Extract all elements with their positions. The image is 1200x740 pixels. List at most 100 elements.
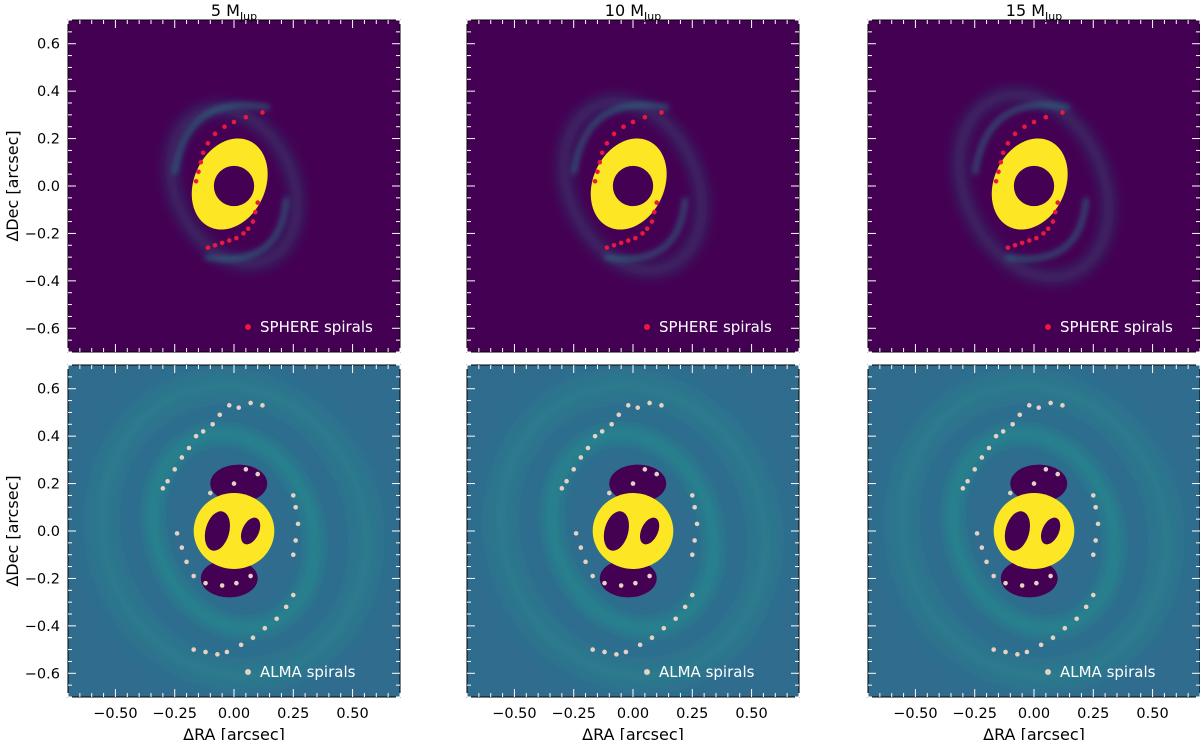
alma-spiral-point (682, 604, 688, 610)
sphere-spiral-point (654, 200, 660, 205)
alma-spiral-point (1093, 504, 1098, 510)
alma-spiral-point (184, 559, 189, 565)
sphere-spiral-point (1045, 226, 1051, 231)
sphere-spiral-point (245, 226, 251, 231)
spiral-glow (954, 89, 1114, 283)
y-tick-label: −0.4 (25, 274, 60, 290)
y-tick-label: 0.0 (37, 524, 60, 540)
spiral-arm-south (205, 197, 289, 262)
alma-spiral-point (1036, 405, 1042, 410)
sphere-spiral-point (642, 114, 648, 120)
alma-spiral-point (972, 467, 978, 472)
y-tick-label: −0.4 (25, 619, 60, 635)
alma-spiral-point (226, 403, 232, 408)
y-tick-label: −0.2 (25, 226, 60, 242)
alma-spiral-point (960, 486, 966, 491)
legend-label: ALMA spirals (260, 663, 356, 681)
sphere-spiral-point (226, 238, 232, 243)
panel-image (868, 365, 1200, 697)
alma-spiral-point (578, 545, 584, 550)
legend: ALMA spirals (245, 663, 356, 681)
inner-blob-east (1040, 517, 1061, 545)
spiral-arm-north (972, 102, 1071, 175)
alma-spiral-point (1090, 592, 1096, 598)
alma-spiral-point (165, 478, 170, 484)
sphere-spiral-point (1034, 235, 1039, 241)
panel-ticks (867, 19, 1200, 353)
sphere-spiral-point (1012, 131, 1018, 137)
legend-label: SPHERE spirals (659, 318, 772, 336)
x-tick-label: 0.50 (735, 706, 767, 722)
alma-spiral-point (974, 531, 980, 536)
sphere-spiral-point (234, 235, 239, 241)
alma-spiral-point (689, 592, 695, 598)
sphere-spiral-point (621, 124, 626, 130)
alma-spiral-point (564, 478, 569, 484)
x-tick-label: 0.25 (277, 706, 309, 722)
alma-spiral-point (1017, 412, 1023, 418)
panel-sphere-3 (867, 19, 1200, 353)
sphere-spiral-point (253, 209, 258, 215)
panel-ticks (466, 364, 800, 698)
alma-spiral-point (248, 573, 253, 579)
alma-spiral-point (635, 405, 641, 410)
alma-spiral-point (295, 521, 301, 527)
alma-spiral-point (585, 445, 591, 451)
panel-image (467, 365, 799, 697)
alma-spiral-point (186, 445, 192, 451)
sphere-spiral-point (212, 242, 218, 248)
dark-lobe-south (599, 559, 657, 598)
alma-spiral-point (1015, 652, 1020, 657)
alma-spiral-point (573, 531, 579, 536)
x-tick-label: −0.25 (952, 706, 996, 722)
alma-spiral-point (203, 580, 208, 586)
legend: ALMA spirals (1045, 663, 1156, 681)
x-axis-label: ΔRA [arcsec] (582, 725, 684, 740)
y-tick-label: 0.6 (37, 382, 60, 398)
sphere-spiral-point (998, 159, 1004, 165)
sphere-spiral-point (1043, 114, 1049, 120)
alma-spiral-point (633, 580, 638, 586)
sphere-spiral-point (1019, 240, 1025, 246)
legend-label: ALMA spirals (1060, 663, 1156, 681)
outer-glow (89, 373, 379, 689)
panel-ticks (67, 19, 401, 353)
x-tick-label: 0.00 (617, 706, 649, 722)
alma-spiral-point (172, 467, 178, 472)
alma-spiral-point (179, 545, 185, 550)
alma-spiral-point (200, 429, 206, 434)
y-tick-label: 0.4 (37, 429, 60, 445)
alma-spiral-point (614, 652, 619, 657)
alma-spiral-point (215, 652, 220, 657)
y-tick-label: 0.4 (37, 84, 60, 100)
alma-spiral-point (1003, 649, 1008, 655)
alma-spiral-point (1062, 625, 1068, 631)
alma-spiral-point (1055, 471, 1061, 477)
legend-marker (1045, 324, 1051, 330)
legend-marker (245, 669, 251, 675)
sphere-spiral-point (219, 240, 225, 246)
inner-cavity (1013, 165, 1055, 207)
sphere-spiral-point (644, 226, 650, 231)
alma-spiral-point (590, 647, 595, 652)
alma-spiral-point (1060, 403, 1065, 408)
alma-spiral-point (625, 403, 631, 408)
sphere-spiral-point (260, 110, 265, 115)
x-axis-label: ΔRA [arcsec] (983, 725, 1085, 740)
y-tick-label: 0.2 (37, 477, 60, 493)
alma-spiral-point (649, 635, 655, 641)
sphere-spiral-point (196, 169, 201, 175)
alma-spiral-point (571, 467, 577, 472)
sphere-spiral-point (205, 141, 211, 146)
alma-spiral-point (647, 573, 652, 579)
alma-spiral-point (290, 552, 296, 558)
dark-lobe-north (210, 464, 268, 503)
sphere-spiral-point (1031, 119, 1037, 125)
alma-spiral-point (630, 481, 636, 486)
spiral-glow (559, 96, 707, 276)
alma-spiral-point (618, 583, 624, 588)
alma-spiral-point (661, 625, 667, 631)
alma-spiral-point (1050, 635, 1056, 641)
alma-spiral-point (293, 538, 298, 543)
